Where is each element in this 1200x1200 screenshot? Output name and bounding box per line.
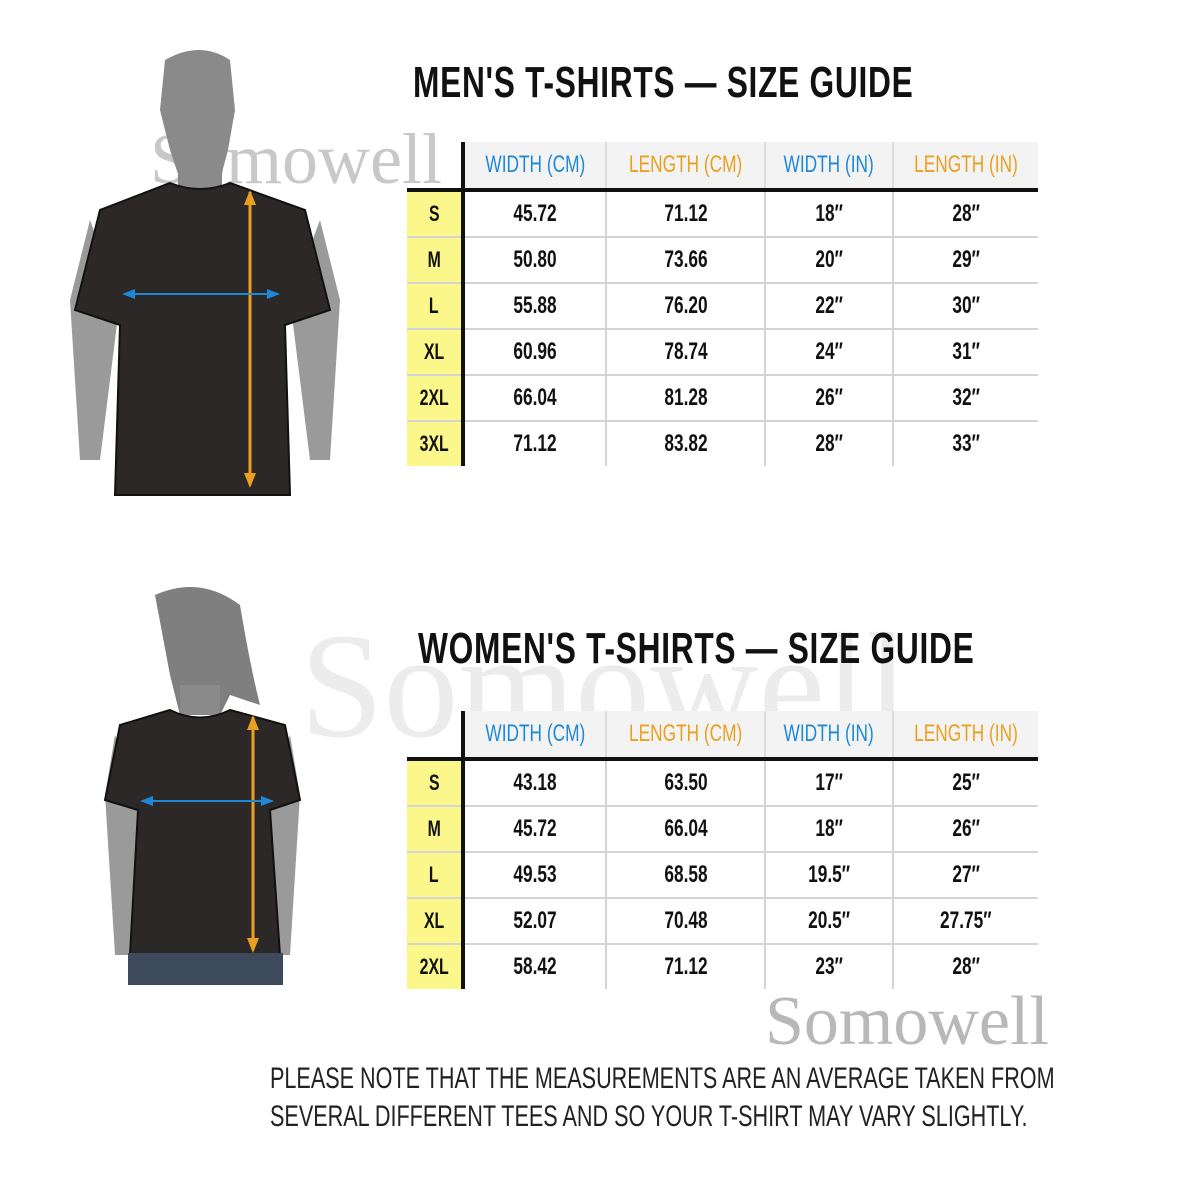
size-label: XL xyxy=(407,897,466,944)
table-row: XL 52.07 70.48 20.5″ 27.75″ xyxy=(407,897,1038,944)
measurement-cell: 45.72 xyxy=(462,805,606,852)
measurement-cell: 50.80 xyxy=(462,236,606,283)
size-label: L xyxy=(407,282,466,329)
table-row: 3XL 71.12 83.82 28″ 33″ xyxy=(407,420,1038,466)
measurement-cell: 45.72 xyxy=(462,188,606,237)
men-model-illustration xyxy=(70,50,340,496)
measurement-cell: 73.66 xyxy=(604,236,766,283)
measurement-cell: 58.42 xyxy=(462,943,606,989)
note-line-2: SEVERAL DIFFERENT TEES AND SO YOUR T-SHI… xyxy=(270,1100,1028,1133)
measurement-cell: 25″ xyxy=(891,757,1038,806)
measurement-note: PLEASE NOTE THAT THE MEASUREMENTS ARE AN… xyxy=(270,1060,1200,1136)
measurement-cell: 66.04 xyxy=(604,805,766,852)
measurement-cell: 18″ xyxy=(764,805,893,852)
column-header: LENGTH (IN) xyxy=(891,142,1038,190)
measurement-cell: 26″ xyxy=(764,374,893,421)
measurement-cell: 43.18 xyxy=(462,757,606,806)
table-row: M 50.80 73.66 20″ 29″ xyxy=(407,236,1038,283)
measurement-cell: 28″ xyxy=(891,188,1038,237)
size-label: 2XL xyxy=(407,374,466,421)
size-label: 2XL xyxy=(407,943,466,989)
measurement-cell: 70.48 xyxy=(604,897,766,944)
size-label: 3XL xyxy=(407,420,466,466)
size-label: S xyxy=(407,757,466,806)
measurement-cell: 20.5″ xyxy=(764,897,893,944)
measurement-cell: 27″ xyxy=(891,851,1038,898)
women-model-illustration xyxy=(103,587,302,985)
measurement-cell: 30″ xyxy=(891,282,1038,329)
measurement-cell: 71.12 xyxy=(604,188,766,237)
measurement-cell: 76.20 xyxy=(604,282,766,329)
measurement-cell: 20″ xyxy=(764,236,893,283)
table-row: M 45.72 66.04 18″ 26″ xyxy=(407,805,1038,852)
measurement-cell: 55.88 xyxy=(462,282,606,329)
column-header: WIDTH (CM) xyxy=(461,142,606,190)
column-header: WIDTH (IN) xyxy=(764,711,893,759)
brand-logo: Somowell xyxy=(765,983,1049,1060)
measurement-cell: 33″ xyxy=(891,420,1038,466)
corner-cell xyxy=(407,711,463,759)
measurement-cell: 27.75″ xyxy=(891,897,1038,944)
column-header: LENGTH (CM) xyxy=(604,142,766,190)
size-label: M xyxy=(407,805,466,852)
measurement-cell: 24″ xyxy=(764,328,893,375)
measurement-cell: 18″ xyxy=(764,188,893,237)
women-size-guide-title: WOMEN'S T-SHIRTS — SIZE GUIDE xyxy=(418,624,975,673)
note-line-1: PLEASE NOTE THAT THE MEASUREMENTS ARE AN… xyxy=(270,1062,1055,1095)
size-label: L xyxy=(407,851,466,898)
measurement-cell: 83.82 xyxy=(604,420,766,466)
measurement-cell: 71.12 xyxy=(462,420,606,466)
men-size-table: WIDTH (CM) LENGTH (CM) WIDTH (IN) LENGTH (I… xyxy=(407,142,1038,466)
measurement-cell: 66.04 xyxy=(462,374,606,421)
column-header: WIDTH (CM) xyxy=(461,711,606,759)
measurement-cell: 68.58 xyxy=(604,851,766,898)
measurement-cell: 63.50 xyxy=(604,757,766,806)
measurement-cell: 60.96 xyxy=(462,328,606,375)
column-header: LENGTH (CM) xyxy=(604,711,766,759)
measurement-cell: 32″ xyxy=(891,374,1038,421)
column-header: LENGTH (IN) xyxy=(891,711,1038,759)
table-row: 2XL 58.42 71.12 23″ 28″ xyxy=(407,943,1038,989)
table-row: S 45.72 71.12 18″ 28″ xyxy=(407,188,1038,237)
measurement-cell: 23″ xyxy=(764,943,893,989)
table-row: 2XL 66.04 81.28 26″ 32″ xyxy=(407,374,1038,421)
size-label: M xyxy=(407,236,466,283)
table-row: XL 60.96 78.74 24″ 31″ xyxy=(407,328,1038,375)
measurement-cell: 29″ xyxy=(891,236,1038,283)
size-label: S xyxy=(407,188,466,237)
measurement-cell: 26″ xyxy=(891,805,1038,852)
measurement-cell: 49.53 xyxy=(462,851,606,898)
corner-cell xyxy=(407,142,463,190)
measurement-cell: 31″ xyxy=(891,328,1038,375)
measurement-cell: 78.74 xyxy=(604,328,766,375)
table-row: L 49.53 68.58 19.5″ 27″ xyxy=(407,851,1038,898)
table-row: S 43.18 63.50 17″ 25″ xyxy=(407,757,1038,806)
measurement-cell: 19.5″ xyxy=(764,851,893,898)
column-header: WIDTH (IN) xyxy=(764,142,893,190)
measurement-cell: 28″ xyxy=(891,943,1038,989)
measurement-cell: 17″ xyxy=(764,757,893,806)
measurement-cell: 28″ xyxy=(764,420,893,466)
measurement-cell: 52.07 xyxy=(462,897,606,944)
measurement-cell: 81.28 xyxy=(604,374,766,421)
women-size-table: WIDTH (CM) LENGTH (CM) WIDTH (IN) LENGTH (I… xyxy=(407,711,1038,989)
men-size-guide-title: MEN'S T-SHIRTS — SIZE GUIDE xyxy=(413,58,914,107)
measurement-cell: 71.12 xyxy=(604,943,766,989)
table-row: L 55.88 76.20 22″ 30″ xyxy=(407,282,1038,329)
measurement-cell: 22″ xyxy=(764,282,893,329)
size-label: XL xyxy=(407,328,466,375)
